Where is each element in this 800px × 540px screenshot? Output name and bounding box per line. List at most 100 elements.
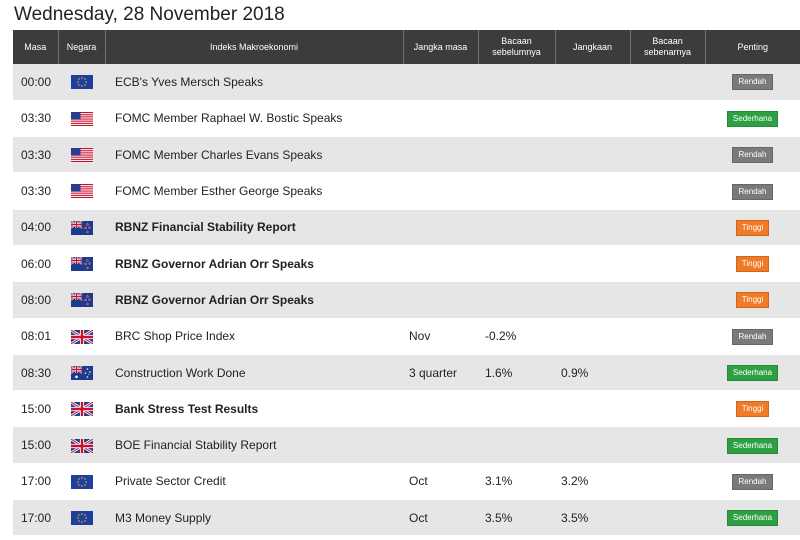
event-previous: 1.6% bbox=[478, 354, 555, 392]
importance-badge: Rendah bbox=[732, 74, 773, 91]
importance-badge: Tinggi bbox=[735, 292, 770, 309]
event-time: 00:00 bbox=[13, 64, 58, 101]
eu-flag-icon bbox=[71, 75, 93, 89]
event-actual bbox=[630, 64, 705, 101]
importance-cell: Tinggi bbox=[705, 281, 800, 319]
eu-flag-icon bbox=[71, 475, 93, 489]
event-previous bbox=[478, 64, 555, 101]
table-row[interactable]: 08:01 BRC Shop Price Index Nov -0.2% Rendah bbox=[13, 318, 800, 355]
event-actual bbox=[630, 354, 705, 392]
event-actual bbox=[630, 100, 705, 138]
country-cell bbox=[58, 209, 105, 246]
event-previous: 3.1% bbox=[478, 463, 555, 501]
event-forecast bbox=[555, 281, 630, 319]
country-cell bbox=[58, 499, 105, 537]
event-time: 08:01 bbox=[13, 318, 58, 355]
event-previous bbox=[478, 426, 555, 464]
event-name[interactable]: Bank Stress Test Results bbox=[105, 390, 403, 428]
event-forecast bbox=[555, 172, 630, 210]
importance-cell: Rendah bbox=[705, 64, 800, 101]
importance-badge: Sederhana bbox=[726, 110, 779, 127]
importance-badge: Rendah bbox=[732, 328, 773, 345]
event-name[interactable]: RBNZ Financial Stability Report bbox=[105, 209, 403, 246]
event-actual bbox=[630, 209, 705, 246]
country-cell bbox=[58, 172, 105, 210]
event-name[interactable]: FOMC Member Charles Evans Speaks bbox=[105, 136, 403, 174]
us-flag-icon bbox=[71, 184, 93, 198]
table-row[interactable]: 03:30 FOMC Member Esther George Speaks Ren… bbox=[13, 172, 800, 210]
col-header-event[interactable]: Indeks Makroekonomi bbox=[105, 30, 404, 64]
event-previous bbox=[478, 390, 555, 428]
event-name[interactable]: Construction Work Done bbox=[105, 354, 403, 392]
event-period bbox=[403, 100, 478, 138]
importance-cell: Sederhana bbox=[705, 100, 800, 138]
table-row[interactable]: 04:00 RBNZ Financial Stability Report Ting… bbox=[13, 209, 800, 246]
uk-flag-icon bbox=[71, 439, 93, 453]
table-row[interactable]: 03:30 FOMC Member Charles Evans Speaks Ren… bbox=[13, 136, 800, 174]
country-cell bbox=[58, 318, 105, 355]
event-name[interactable]: Private Sector Credit bbox=[105, 463, 403, 501]
table-row[interactable]: 00:00 ECB's Yves Mersch Speaks Rendah bbox=[13, 64, 800, 101]
event-name[interactable]: RBNZ Governor Adrian Orr Speaks bbox=[105, 281, 403, 319]
table-row[interactable]: 15:00 BOE Financial Stability Report Seder… bbox=[13, 426, 800, 464]
event-forecast bbox=[555, 64, 630, 101]
uk-flag-icon bbox=[71, 402, 93, 416]
col-header-importance[interactable]: Penting bbox=[705, 30, 800, 64]
event-forecast bbox=[555, 318, 630, 355]
event-actual bbox=[630, 318, 705, 355]
importance-cell: Tinggi bbox=[705, 245, 800, 283]
au-flag-icon bbox=[71, 366, 93, 380]
uk-flag-icon bbox=[71, 330, 93, 344]
col-header-actual[interactable]: Bacaan sebenarnya bbox=[630, 30, 706, 64]
event-period: 3 quarter bbox=[403, 354, 478, 392]
table-row[interactable]: 06:00 RBNZ Governor Adrian Orr Speaks Ting… bbox=[13, 245, 800, 283]
table-row[interactable]: 17:00 Private Sector Credit Oct 3.1% 3.2% Ren… bbox=[13, 463, 800, 501]
importance-cell: Rendah bbox=[705, 136, 800, 174]
event-period bbox=[403, 136, 478, 174]
col-header-period[interactable]: Jangka masa bbox=[403, 30, 479, 64]
event-name[interactable]: M3 Money Supply bbox=[105, 499, 403, 537]
event-forecast: 3.5% bbox=[555, 499, 630, 537]
event-time: 08:00 bbox=[13, 281, 58, 319]
event-actual bbox=[630, 463, 705, 501]
event-actual bbox=[630, 499, 705, 537]
nz-flag-icon bbox=[71, 257, 93, 271]
col-header-time[interactable]: Masa bbox=[13, 30, 59, 64]
event-time: 15:00 bbox=[13, 390, 58, 428]
country-cell bbox=[58, 463, 105, 501]
event-period bbox=[403, 64, 478, 101]
event-name[interactable]: ECB's Yves Mersch Speaks bbox=[105, 64, 403, 101]
table-row[interactable]: 15:00 Bank Stress Test Results Tinggi bbox=[13, 390, 800, 428]
importance-cell: Rendah bbox=[705, 172, 800, 210]
table-row[interactable]: 03:30 FOMC Member Raphael W. Bostic Speak… bbox=[13, 100, 800, 138]
table-row[interactable]: 08:30 Construction Work Done 3 quarter 1.6%… bbox=[13, 354, 800, 392]
event-actual bbox=[630, 390, 705, 428]
importance-badge: Rendah bbox=[732, 183, 773, 200]
importance-badge: Sederhana bbox=[726, 510, 779, 527]
event-previous bbox=[478, 209, 555, 246]
event-name[interactable]: FOMC Member Esther George Speaks bbox=[105, 172, 403, 210]
country-cell bbox=[58, 136, 105, 174]
economic-calendar-table: Masa Negara Indeks Makroekonomi Jangka m… bbox=[13, 30, 800, 537]
event-period bbox=[403, 245, 478, 283]
event-forecast: 0.9% bbox=[555, 354, 630, 392]
event-previous bbox=[478, 100, 555, 138]
event-forecast: 3.2% bbox=[555, 463, 630, 501]
col-header-country[interactable]: Negara bbox=[58, 30, 106, 64]
col-header-forecast[interactable]: Jangkaan bbox=[555, 30, 631, 64]
importance-cell: Sederhana bbox=[705, 354, 800, 392]
event-name[interactable]: BRC Shop Price Index bbox=[105, 318, 403, 355]
event-name[interactable]: BOE Financial Stability Report bbox=[105, 426, 403, 464]
event-time: 17:00 bbox=[13, 463, 58, 501]
table-row[interactable]: 17:00 M3 Money Supply Oct 3.5% 3.5% Sederhana bbox=[13, 499, 800, 537]
event-time: 03:30 bbox=[13, 172, 58, 210]
event-name[interactable]: FOMC Member Raphael W. Bostic Speaks bbox=[105, 100, 403, 138]
table-row[interactable]: 08:00 RBNZ Governor Adrian Orr Speaks Ting… bbox=[13, 281, 800, 319]
nz-flag-icon bbox=[71, 221, 93, 235]
nz-flag-icon bbox=[71, 293, 93, 307]
col-header-previous[interactable]: Bacaan sebelumnya bbox=[478, 30, 556, 64]
event-period: Nov bbox=[403, 318, 478, 355]
event-name[interactable]: RBNZ Governor Adrian Orr Speaks bbox=[105, 245, 403, 283]
event-period bbox=[403, 426, 478, 464]
importance-badge: Tinggi bbox=[735, 219, 770, 236]
